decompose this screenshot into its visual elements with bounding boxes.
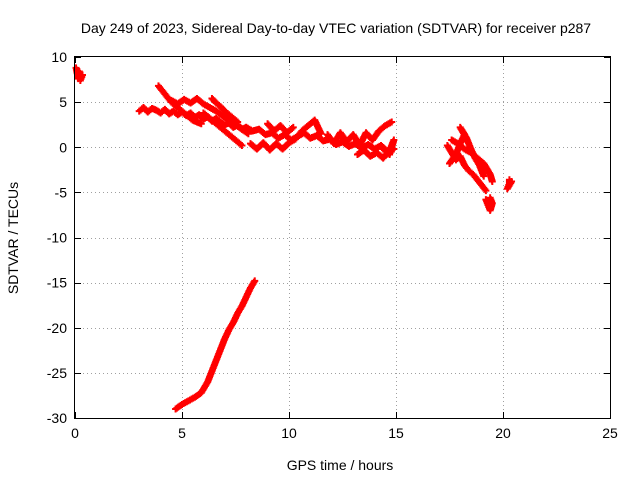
y-tick-label: -5 <box>55 184 68 200</box>
x-tick-label: 15 <box>388 425 404 441</box>
y-axis-label: SDTVAR / TECUs <box>5 182 21 294</box>
series-arc-4 <box>167 95 252 138</box>
series-arc-8 <box>246 116 325 154</box>
y-tick-label: -30 <box>47 410 67 426</box>
y-tick-label: -20 <box>47 320 67 336</box>
series-arc-11 <box>353 136 398 162</box>
series-arc-15 <box>482 194 496 214</box>
y-tick-label: -15 <box>47 275 67 291</box>
x-tick-label: 5 <box>178 425 186 441</box>
series-arc-6 <box>208 95 242 126</box>
series-arc-1 <box>72 64 86 84</box>
data-points <box>246 116 325 154</box>
data-points <box>448 136 496 186</box>
series-arc-14 <box>448 136 496 186</box>
x-tick-label: 20 <box>495 425 511 441</box>
series-arc-10 <box>324 118 396 149</box>
chart-title: Day 249 of 2023, Sidereal Day-to-day VTE… <box>81 20 591 36</box>
data-points <box>167 95 252 138</box>
data-points <box>172 277 259 413</box>
series-arc-17 <box>172 277 259 413</box>
x-axis-label: GPS time / hours <box>287 457 394 473</box>
series-arc-9 <box>264 120 297 137</box>
y-tick-label: 0 <box>59 139 67 155</box>
y-tick-label: 10 <box>51 49 67 65</box>
data-marks <box>72 64 516 413</box>
data-points <box>264 120 297 137</box>
y-tick-label: -10 <box>47 230 67 246</box>
x-tick-label: 0 <box>71 425 79 441</box>
y-tick-label: -25 <box>47 365 67 381</box>
data-points <box>72 64 86 84</box>
x-tick-label: 10 <box>281 425 297 441</box>
data-points <box>353 136 398 162</box>
series-arc-5 <box>199 109 246 149</box>
x-tick-label: 25 <box>602 425 618 441</box>
axis-ticks: 0 5 10 15 20 25 -30 -25 -20 -15 -10 -5 0 5 10 <box>47 49 618 441</box>
data-points <box>199 109 246 149</box>
data-points <box>208 95 242 126</box>
grid <box>75 57 610 418</box>
plot-frame <box>74 56 611 419</box>
series-arc-16 <box>503 176 516 193</box>
data-points <box>503 176 516 193</box>
y-tick-label: 5 <box>59 94 67 110</box>
data-points <box>482 194 496 214</box>
data-points <box>324 118 396 149</box>
